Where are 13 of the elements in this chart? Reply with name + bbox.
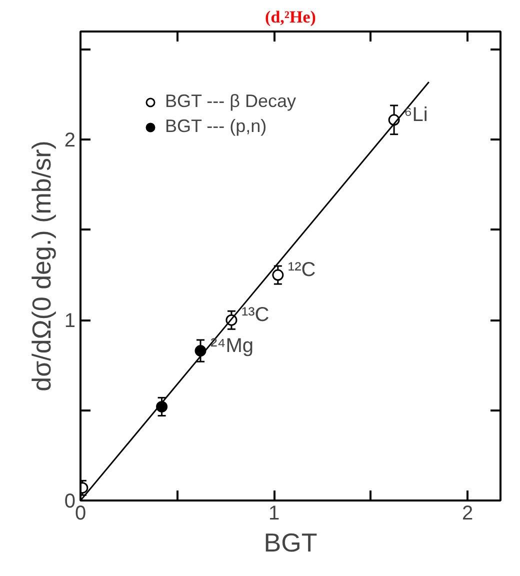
legend-label: BGT --- β Decay [165, 91, 296, 112]
x-tick-label: 2 [462, 502, 474, 524]
annotation: ⁶Li [404, 104, 428, 126]
annotation: ¹³C [241, 304, 270, 326]
legend-label: BGT --- (p,n) [165, 116, 267, 137]
y-tick-label: 2 [64, 130, 76, 152]
chart-title: (d,²He) [265, 8, 316, 26]
annotation: ²⁴Mg [210, 334, 254, 357]
y-axis-title: dσ/dΩ(0 deg.) (mb/sr) [26, 140, 56, 392]
x-tick-label: 1 [268, 502, 280, 524]
x-axis-title: BGT [264, 528, 318, 558]
y-tick-label: 1 [64, 310, 76, 332]
annotation: ¹²C [288, 259, 316, 282]
